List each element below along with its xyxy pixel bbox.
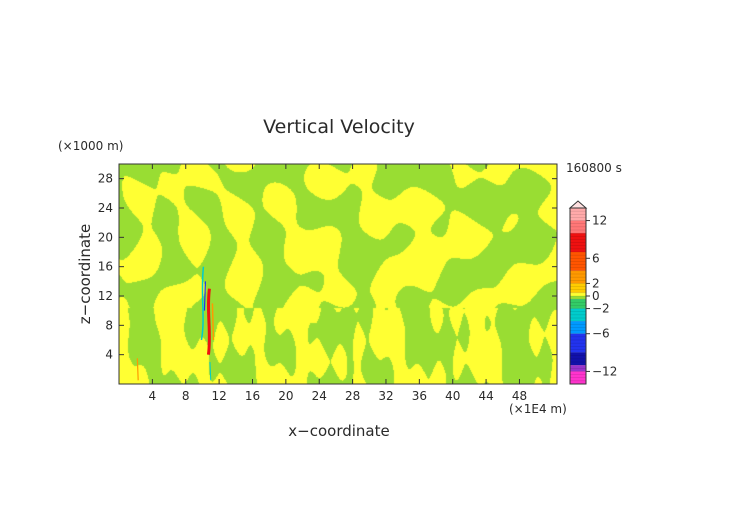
y-tick-label: 24 [98, 201, 113, 215]
surface-orange-streak [136, 358, 139, 381]
colorbar-band [570, 299, 586, 309]
y-tick-label: 20 [98, 230, 113, 244]
x-tick-label: 8 [182, 389, 190, 403]
y-tick-label: 28 [98, 172, 113, 186]
positive-edge-orange [211, 303, 215, 341]
colorbar-tick-label: −2 [592, 302, 610, 316]
x-tick-label: 40 [445, 389, 460, 403]
colorbar-band [570, 220, 586, 234]
x-tick-label: 12 [211, 389, 226, 403]
colorbar-band [570, 296, 586, 300]
x-axis-title: x−coordinate [288, 422, 389, 440]
y-unit-label: (×1000 m) [58, 139, 123, 153]
surface-cyan-streak [209, 361, 212, 381]
x-unit-label: (×1E4 m) [509, 402, 567, 416]
colorbar-band [570, 292, 586, 296]
x-tick-label: 24 [312, 389, 327, 403]
heatmap-field [119, 164, 557, 384]
x-tick-label: 44 [478, 389, 493, 403]
colorbar-tick-label: 6 [592, 251, 600, 265]
y-axis-ticks: 4 8 12 16 20 24 28 [98, 172, 557, 362]
colorbar-tick-label: 2 [592, 276, 600, 290]
positive-updraft-core [206, 288, 211, 355]
colorbar-band [570, 283, 586, 293]
colorbar-band [570, 365, 586, 372]
colorbar-band [570, 333, 586, 353]
colorbar-band [570, 371, 586, 384]
x-tick-label: 48 [512, 389, 527, 403]
heatmap-image [119, 164, 557, 384]
colorbar-band [570, 233, 586, 252]
velocity-features [136, 266, 215, 381]
negative-downdraft-band [200, 266, 205, 341]
x-tick-label: 20 [278, 389, 293, 403]
y-tick-label: 8 [105, 318, 113, 332]
plot-frame [118, 163, 558, 385]
time-label: 160800 s [566, 161, 622, 175]
y-tick-label: 12 [98, 289, 113, 303]
colorbar-tick-label: 12 [592, 214, 607, 228]
chart-title: Vertical Velocity [263, 116, 415, 138]
x-axis-ticks: 4 8 12 16 20 24 28 32 36 40 44 48 [149, 164, 527, 403]
colorbar-max-arrow [568, 200, 588, 209]
y-tick-label: 16 [98, 260, 113, 274]
colorbar-band [570, 252, 586, 271]
colorbar-band [570, 352, 586, 366]
colorbar-band [570, 208, 586, 221]
x-tick-label: 28 [345, 389, 360, 403]
x-tick-label: 32 [378, 389, 393, 403]
x-tick-label: 4 [149, 389, 157, 403]
x-tick-label: 16 [245, 389, 260, 403]
y-axis-title: z−coordinate [76, 224, 94, 324]
colorbar-tick-label: −6 [592, 327, 610, 341]
colorbar-tick-label: −12 [592, 364, 617, 378]
x-tick-label: 36 [412, 389, 427, 403]
y-tick-label: 4 [105, 348, 113, 362]
negative-core-blue [203, 281, 207, 311]
colorbar-band [570, 321, 586, 334]
colorbar: 12 6 20−2 −6 −12 [568, 200, 617, 385]
colorbar-tick-label: 0 [592, 289, 600, 303]
colorbar-band [570, 270, 586, 284]
colorbar-band [570, 308, 586, 322]
